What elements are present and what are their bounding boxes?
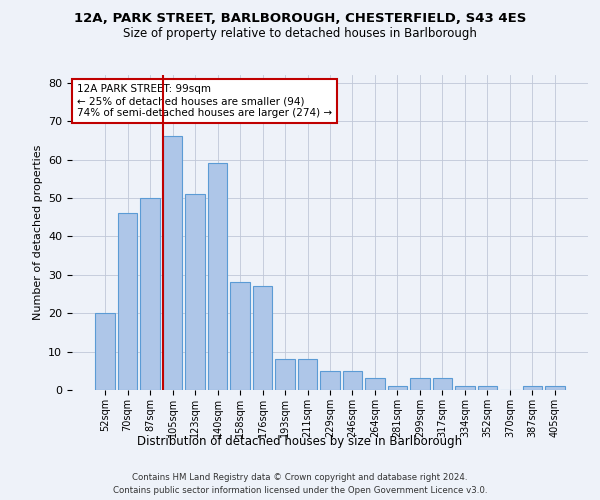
Text: Size of property relative to detached houses in Barlborough: Size of property relative to detached ho… (123, 28, 477, 40)
Y-axis label: Number of detached properties: Number of detached properties (32, 145, 43, 320)
Bar (388, 386, 407, 390)
Bar (478, 386, 497, 390)
Bar (410, 378, 430, 390)
Bar (343, 371, 362, 390)
Text: Contains public sector information licensed under the Open Government Licence v3: Contains public sector information licen… (113, 486, 487, 495)
Bar (320, 371, 340, 390)
Bar (365, 378, 385, 390)
Bar (298, 360, 317, 390)
Bar (275, 360, 295, 390)
Text: 12A, PARK STREET, BARLBOROUGH, CHESTERFIELD, S43 4ES: 12A, PARK STREET, BARLBOROUGH, CHESTERFI… (74, 12, 526, 26)
Bar (118, 214, 137, 390)
Bar (140, 198, 160, 390)
Bar (95, 313, 115, 390)
Bar (545, 386, 565, 390)
Text: Contains HM Land Registry data © Crown copyright and database right 2024.: Contains HM Land Registry data © Crown c… (132, 472, 468, 482)
Text: 12A PARK STREET: 99sqm
← 25% of detached houses are smaller (94)
74% of semi-det: 12A PARK STREET: 99sqm ← 25% of detached… (77, 84, 332, 117)
Bar (208, 164, 227, 390)
Text: Distribution of detached houses by size in Barlborough: Distribution of detached houses by size … (137, 435, 463, 448)
Bar (185, 194, 205, 390)
Bar (523, 386, 542, 390)
Bar (455, 386, 475, 390)
Bar (230, 282, 250, 390)
Bar (433, 378, 452, 390)
Bar (163, 136, 182, 390)
Bar (253, 286, 272, 390)
